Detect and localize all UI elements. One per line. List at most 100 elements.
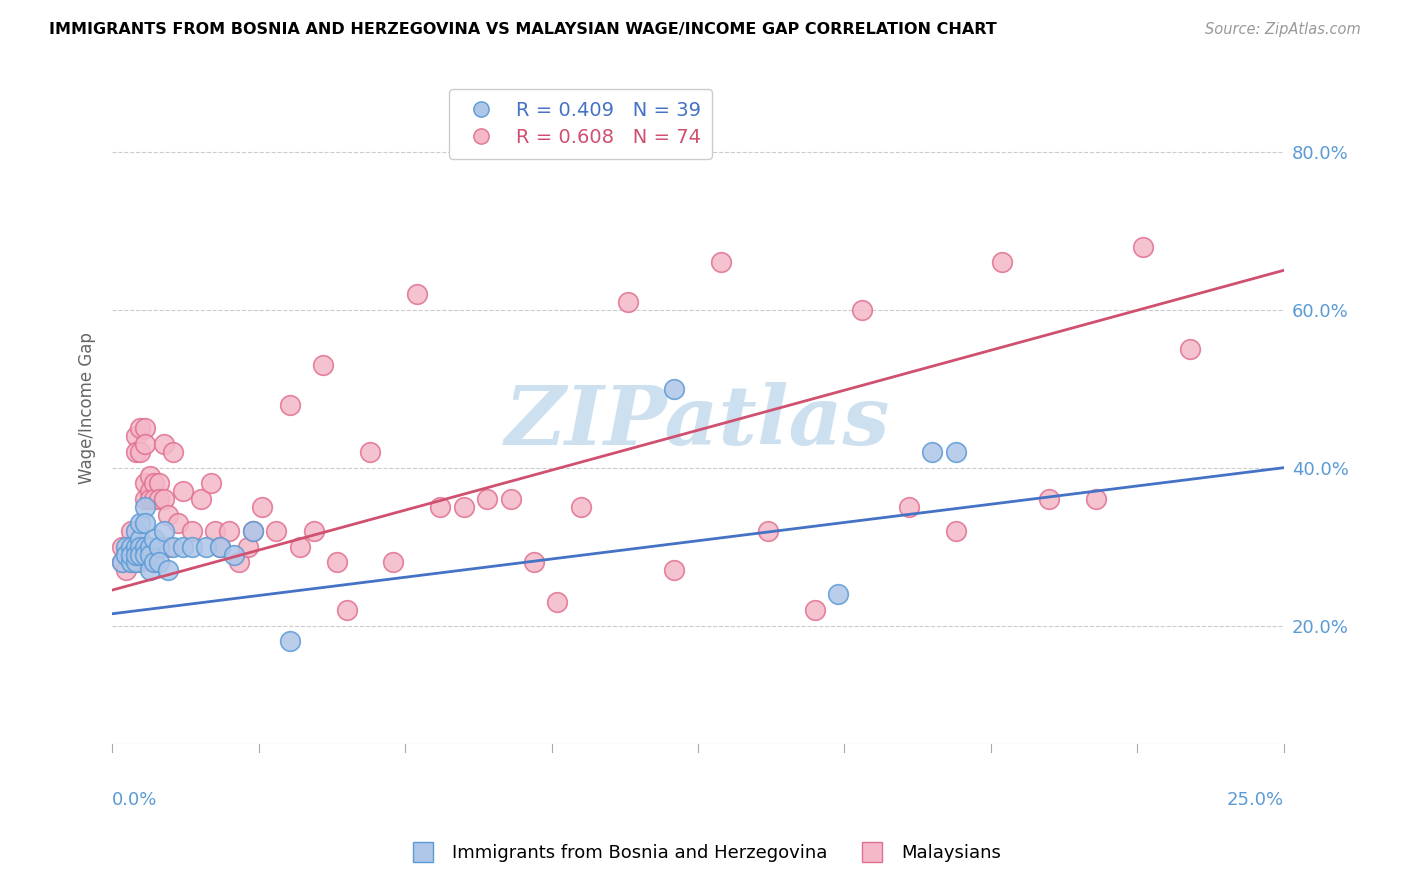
Point: [1038, 492, 1060, 507]
Point: [312, 358, 335, 372]
Point: [157, 540, 180, 554]
Point: [124, 556, 146, 570]
Point: [138, 563, 160, 577]
Point: [664, 563, 686, 577]
Point: [148, 492, 170, 507]
Point: [134, 516, 156, 530]
Point: [129, 540, 152, 554]
Point: [143, 556, 166, 570]
Point: [756, 524, 779, 538]
Point: [143, 532, 166, 546]
Point: [180, 524, 202, 538]
Point: [138, 492, 160, 507]
Point: [157, 563, 180, 577]
Point: [382, 556, 405, 570]
Point: [1178, 343, 1201, 357]
Point: [228, 556, 250, 570]
Point: [124, 524, 146, 538]
Point: [134, 548, 156, 562]
Point: [120, 556, 142, 570]
Point: [152, 524, 174, 538]
Point: [945, 445, 967, 459]
Point: [162, 540, 184, 554]
Point: [288, 540, 311, 554]
Point: [569, 500, 592, 515]
Point: [134, 540, 156, 554]
Y-axis label: Wage/Income Gap: Wage/Income Gap: [79, 333, 96, 484]
Point: [499, 492, 522, 507]
Point: [134, 492, 156, 507]
Point: [278, 398, 301, 412]
Point: [166, 516, 188, 530]
Point: [991, 255, 1014, 269]
Point: [138, 540, 160, 554]
Point: [115, 548, 138, 562]
Point: [120, 524, 142, 538]
Point: [124, 556, 146, 570]
Point: [143, 492, 166, 507]
Text: 0.0%: 0.0%: [112, 791, 157, 809]
Point: [190, 492, 212, 507]
Point: [120, 540, 142, 554]
Point: [162, 445, 184, 459]
Point: [250, 500, 273, 515]
Point: [152, 492, 174, 507]
Point: [945, 524, 967, 538]
Point: [115, 548, 138, 562]
Text: Source: ZipAtlas.com: Source: ZipAtlas.com: [1205, 22, 1361, 37]
Point: [664, 382, 686, 396]
Point: [120, 548, 142, 562]
Text: IMMIGRANTS FROM BOSNIA AND HERZEGOVINA VS MALAYSIAN WAGE/INCOME GAP CORRELATION : IMMIGRANTS FROM BOSNIA AND HERZEGOVINA V…: [49, 22, 997, 37]
Point: [200, 476, 222, 491]
Point: [138, 548, 160, 562]
Point: [124, 429, 146, 443]
Point: [138, 468, 160, 483]
Point: [124, 445, 146, 459]
Point: [134, 500, 156, 515]
Point: [152, 437, 174, 451]
Point: [143, 556, 166, 570]
Point: [405, 287, 427, 301]
Point: [115, 563, 138, 577]
Point: [124, 540, 146, 554]
Point: [129, 421, 152, 435]
Point: [523, 556, 546, 570]
Point: [264, 524, 287, 538]
Point: [172, 540, 194, 554]
Point: [359, 445, 381, 459]
Point: [546, 595, 568, 609]
Point: [302, 524, 325, 538]
Point: [429, 500, 451, 515]
Point: [921, 445, 943, 459]
Point: [208, 540, 231, 554]
Point: [804, 603, 827, 617]
Point: [222, 548, 245, 562]
Point: [827, 587, 849, 601]
Point: [1085, 492, 1108, 507]
Point: [110, 556, 132, 570]
Point: [326, 556, 349, 570]
Point: [129, 556, 152, 570]
Point: [129, 516, 152, 530]
Point: [616, 294, 638, 309]
Point: [129, 445, 152, 459]
Legend: Immigrants from Bosnia and Herzegovina, Malaysians: Immigrants from Bosnia and Herzegovina, …: [398, 838, 1008, 870]
Point: [335, 603, 357, 617]
Legend: R = 0.409   N = 39, R = 0.608   N = 74: R = 0.409 N = 39, R = 0.608 N = 74: [450, 89, 713, 159]
Point: [204, 524, 226, 538]
Point: [143, 476, 166, 491]
Point: [138, 484, 160, 499]
Point: [134, 437, 156, 451]
Point: [180, 540, 202, 554]
Point: [120, 540, 142, 554]
Point: [194, 540, 217, 554]
Point: [1132, 240, 1154, 254]
Point: [148, 556, 170, 570]
Point: [129, 532, 152, 546]
Point: [236, 540, 259, 554]
Point: [172, 484, 194, 499]
Point: [110, 556, 132, 570]
Point: [218, 524, 240, 538]
Point: [242, 524, 264, 538]
Point: [208, 540, 231, 554]
